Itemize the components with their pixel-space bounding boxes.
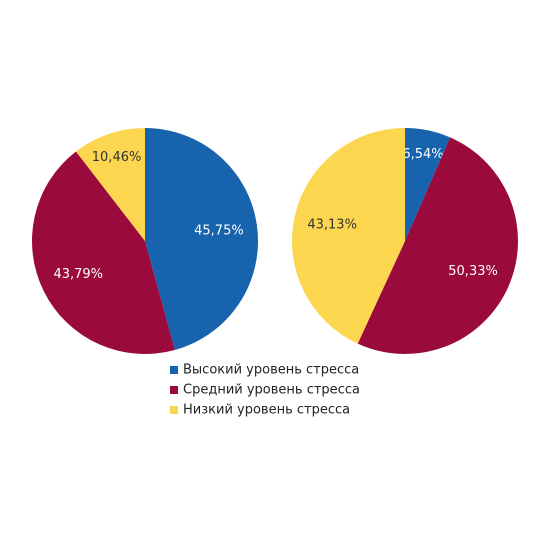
slice-label: 10,46%: [92, 150, 142, 165]
slice-label: 43,13%: [307, 218, 357, 233]
legend-label: Высокий уровень стресса: [183, 363, 359, 378]
slice-label: 50,33%: [448, 264, 498, 279]
pie-slice: [405, 128, 451, 241]
slice-label: 43,79%: [53, 267, 103, 282]
pie-slice: [292, 128, 405, 344]
legend-label: Средний уровень стресса: [183, 383, 360, 398]
pie-slice: [31, 151, 175, 354]
legend-swatch: [170, 366, 178, 374]
pie-slice: [357, 137, 519, 355]
legend-label: Низкий уровень стресса: [183, 403, 350, 418]
pie-slice: [145, 128, 258, 350]
slice-label: 45,75%: [194, 224, 244, 239]
legend-swatch: [170, 386, 178, 394]
legend-swatch: [170, 406, 178, 414]
slice-label: 6,54%: [402, 147, 443, 162]
pie-slice: [75, 128, 145, 241]
